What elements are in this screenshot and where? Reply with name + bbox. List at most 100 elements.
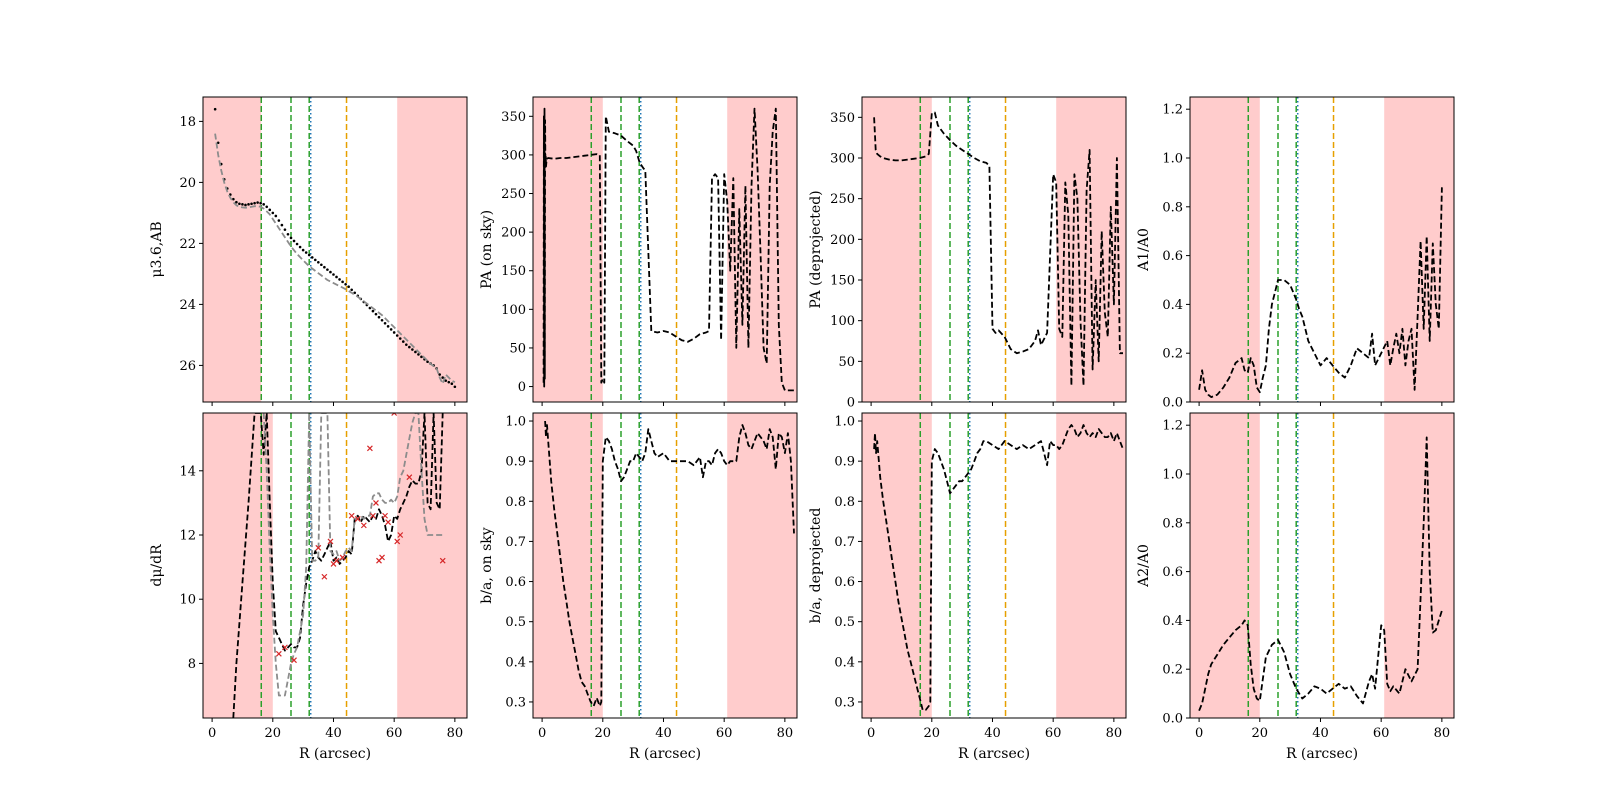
shaded-region-outer — [1384, 413, 1454, 718]
scatter-stroke — [385, 519, 392, 526]
scatter-point — [439, 557, 446, 564]
data-point — [268, 208, 272, 212]
x-tick-label: 0 — [538, 726, 546, 741]
scatter-point — [291, 657, 297, 664]
series-line — [873, 424, 1124, 711]
y-tick-label: 0 — [847, 396, 855, 411]
y-tick-label: 100 — [501, 303, 526, 318]
scatter-stroke — [315, 544, 322, 551]
y-tick-label: 0.8 — [1162, 200, 1183, 215]
plot-area — [862, 97, 1126, 402]
scatter-point — [339, 554, 346, 561]
series-line — [542, 107, 794, 392]
scatter-stroke — [291, 657, 297, 664]
data-point — [344, 282, 347, 286]
data-point — [253, 201, 256, 205]
x-axis-label: R (arcsec) — [958, 746, 1030, 762]
y-tick-label: 0.6 — [1162, 565, 1183, 580]
data-point — [332, 273, 335, 276]
scatter-point — [275, 650, 282, 657]
data-point — [326, 268, 329, 271]
y-tick-label: 1.2 — [1162, 103, 1183, 118]
x-tick-label: 40 — [655, 726, 672, 741]
scatter-stroke — [339, 554, 346, 561]
data-point — [271, 211, 275, 215]
scatter-point — [360, 522, 367, 529]
panel-p6: 0.3 0.4 0.5 0.6 0.7 0.8 0.9 1.0 0 20 40 60 80 R (arcs… — [479, 412, 798, 762]
plot-area — [862, 413, 1126, 718]
data-point — [383, 322, 387, 325]
panel-p7: 0.3 0.4 0.5 0.6 0.7 0.8 0.9 1.0 0 20 40 60 80 R (arcs… — [808, 412, 1127, 762]
data-point — [341, 280, 344, 284]
data-point — [411, 348, 414, 351]
data-point — [232, 197, 235, 201]
panel-frame — [532, 96, 798, 403]
y-tick-label: 8 — [188, 657, 196, 672]
scatter-stroke — [275, 650, 282, 657]
y-tick-label: 1.0 — [834, 415, 855, 430]
data-point — [380, 318, 384, 322]
scatter-point — [373, 499, 379, 506]
y-tick-label: 12 — [179, 529, 196, 544]
data-point — [350, 288, 353, 292]
series-line — [1198, 187, 1443, 399]
y-tick-label: 10 — [179, 593, 196, 608]
y-tick-label: 14 — [179, 464, 196, 479]
x-tick-label: 80 — [447, 726, 464, 741]
y-tick-label: 0.3 — [834, 695, 855, 710]
y-tick-label: 1.0 — [1162, 468, 1183, 483]
data-point — [301, 248, 305, 252]
data-point — [216, 141, 220, 145]
x-tick-label: 20 — [265, 726, 282, 741]
x-axis-label: R (arcsec) — [299, 746, 371, 762]
series-line — [1198, 436, 1443, 712]
data-point — [371, 309, 375, 313]
scatter-stroke — [439, 557, 446, 564]
shaded-region-outer — [1384, 97, 1454, 402]
data-point — [414, 350, 417, 354]
data-point — [401, 340, 405, 343]
series-line — [544, 420, 795, 707]
x-tick-label: 60 — [1373, 726, 1390, 741]
data-point — [235, 200, 238, 204]
data-point — [408, 345, 411, 349]
x-tick-label: 60 — [386, 726, 403, 741]
x-tick-label: 0 — [1195, 726, 1203, 741]
shaded-region-inner — [203, 413, 273, 718]
data-point — [213, 107, 217, 111]
data-point — [386, 325, 390, 328]
shaded-region-outer — [727, 413, 797, 718]
plot-area — [203, 413, 467, 718]
data-point — [417, 353, 420, 356]
shaded-region-inner — [533, 413, 603, 718]
scatter-stroke — [406, 474, 413, 481]
y-tick-label: 0.4 — [1162, 614, 1183, 629]
y-tick-label: 300 — [830, 152, 855, 167]
y-tick-label: 0.4 — [1162, 298, 1183, 313]
scatter-point — [391, 413, 398, 416]
panel-frame — [202, 96, 468, 403]
x-tick-label: 40 — [1312, 726, 1329, 741]
panel-p3: 0 50 100 150 200 250 300 350 PA (deprojected) — [808, 96, 1127, 411]
data-point — [256, 201, 259, 204]
y-tick-label: 250 — [830, 192, 855, 207]
data-point — [283, 228, 287, 231]
scatter-point — [370, 512, 376, 519]
y-axis-label: PA (deprojected) — [808, 190, 824, 308]
scatter-point — [394, 538, 401, 545]
scatter-stroke — [379, 554, 385, 561]
panel-frame — [861, 96, 1127, 403]
scatter-point — [397, 532, 404, 538]
scatter-stroke — [391, 413, 396, 416]
y-tick-label: 300 — [501, 148, 526, 163]
data-point — [320, 263, 323, 267]
panel-frame — [861, 412, 1127, 719]
y-tick-label: 24 — [179, 298, 196, 313]
y-tick-label: 0.6 — [505, 575, 526, 590]
scatter-point — [366, 445, 373, 452]
panel-p1: 18 20 22 24 26 μ3.6,AB — [149, 96, 468, 406]
y-tick-label: 26 — [179, 359, 196, 374]
scatter-stroke — [327, 538, 334, 545]
data-point — [329, 270, 332, 274]
y-tick-label: 0.8 — [834, 495, 855, 510]
